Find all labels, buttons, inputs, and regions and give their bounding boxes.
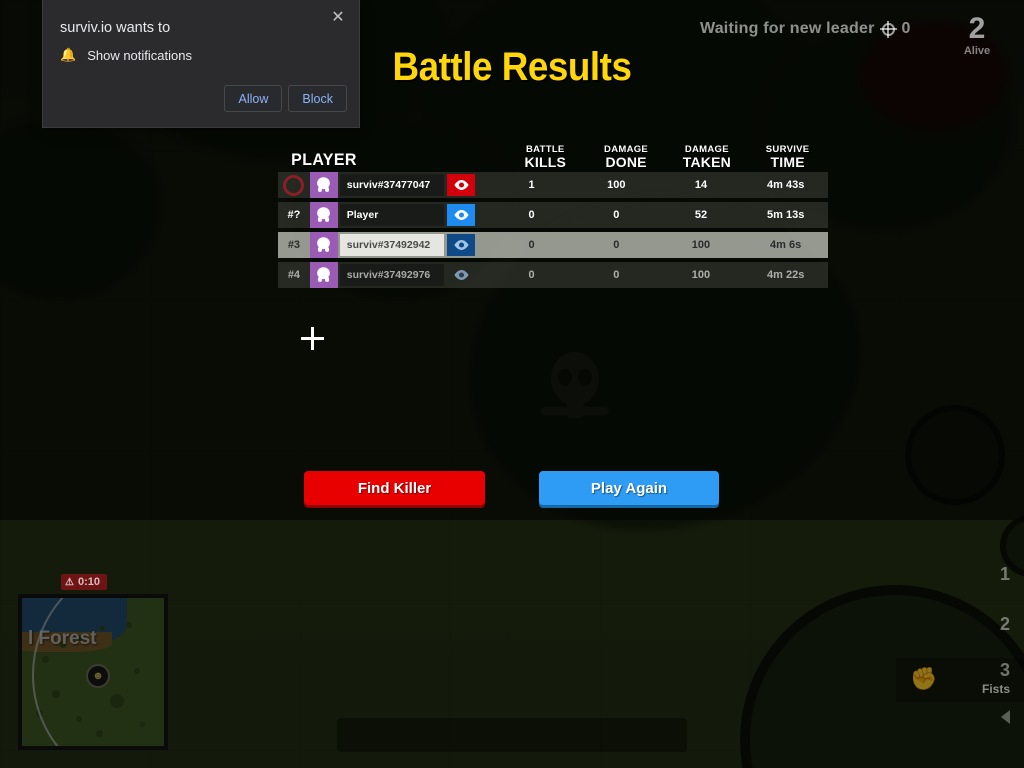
column-header-survive-time: SURVIVE TIME bbox=[765, 144, 810, 171]
allow-button[interactable]: Allow bbox=[224, 85, 283, 112]
table-header-row: PLAYER BATTLE KILLS DAMAGE DONE DAMAGE T… bbox=[278, 130, 828, 172]
find-killer-button[interactable]: Find Killer bbox=[304, 471, 485, 505]
cell-survive-time: 4m 6s bbox=[770, 239, 802, 251]
cell-damage-taken: 100 bbox=[691, 239, 711, 251]
avatar bbox=[309, 232, 338, 258]
alive-count-value: 2 bbox=[968, 12, 986, 45]
table-row: surviv#37477047 1 100 14 4m 43s bbox=[278, 172, 828, 198]
cell-damage-taken: 100 bbox=[691, 269, 711, 281]
killer-circle-icon bbox=[283, 174, 305, 196]
column-header-battle-kills: BATTLE KILLS bbox=[524, 144, 566, 171]
cell-battle-kills: 0 bbox=[528, 209, 535, 221]
player-name: surviv#37492976 bbox=[339, 264, 445, 286]
skull-avatar-icon bbox=[317, 206, 331, 222]
eye-icon bbox=[454, 210, 469, 220]
health-bar bbox=[337, 718, 687, 752]
spectate-button[interactable] bbox=[447, 204, 476, 226]
cell-damage-done: 100 bbox=[607, 179, 626, 191]
gas-timer-text: 0:10 bbox=[77, 576, 100, 588]
weapon-slot-2-number: 2 bbox=[999, 614, 1010, 634]
cell-survive-time: 5m 13s bbox=[767, 209, 805, 221]
eye-icon bbox=[454, 270, 469, 280]
spectate-button[interactable] bbox=[447, 174, 476, 196]
eye-icon bbox=[454, 240, 469, 250]
crosshair-cursor bbox=[301, 327, 324, 350]
cell-damage-done: 0 bbox=[613, 239, 620, 251]
permission-dialog-actions: Allow Block bbox=[224, 85, 347, 112]
close-icon[interactable]: ✕ bbox=[331, 9, 345, 26]
block-button[interactable]: Block bbox=[288, 85, 347, 112]
table-row: #4 surviv#37492976 0 0 100 4m 22s bbox=[278, 262, 828, 288]
permission-dialog-title: surviv.io wants to bbox=[60, 20, 171, 36]
cell-damage-done: 0 bbox=[613, 209, 620, 221]
minimap-dim-overlay bbox=[22, 598, 164, 746]
skull-avatar-icon bbox=[317, 236, 331, 252]
player-rank bbox=[278, 174, 310, 196]
player-name: surviv#37477047 bbox=[339, 174, 445, 196]
weapon-slot-3[interactable]: ✊ 3 Fists bbox=[896, 658, 1024, 702]
spectate-button[interactable] bbox=[447, 234, 476, 256]
avatar bbox=[309, 172, 338, 198]
gas-timer-badge: ⚠ 0:10 bbox=[61, 574, 107, 590]
avatar bbox=[309, 202, 338, 228]
skull-avatar-icon bbox=[317, 266, 331, 282]
weapon-slot-3-number: 3 bbox=[999, 660, 1010, 680]
minimap[interactable]: l Forest ☻ bbox=[18, 594, 168, 750]
cell-survive-time: 4m 43s bbox=[767, 179, 805, 191]
bell-icon: 🔔 bbox=[60, 47, 77, 62]
minimap-inner: l Forest ☻ bbox=[22, 598, 164, 746]
table-row: #3 surviv#37492942 0 0 100 4m 6s bbox=[278, 232, 828, 258]
column-header-damage-done: DAMAGE DONE bbox=[604, 144, 649, 171]
gas-warning-icon: ⚠ bbox=[65, 576, 74, 588]
column-header-damage-taken: DAMAGE TAKEN bbox=[682, 144, 731, 171]
weapon-slot-2[interactable]: 2 bbox=[896, 612, 1024, 656]
leader-status: Waiting for new leader 0 bbox=[700, 20, 911, 38]
cell-battle-kills: 1 bbox=[528, 179, 535, 191]
weapon-slot-3-label: Fists bbox=[981, 682, 1010, 696]
player-name: surviv#37492942 bbox=[339, 234, 445, 256]
cell-damage-taken: 52 bbox=[694, 209, 708, 221]
page-title: Battle Results bbox=[392, 45, 632, 89]
battle-results-table: PLAYER BATTLE KILLS DAMAGE DONE DAMAGE T… bbox=[278, 130, 828, 292]
weapon-slot-arrow-icon bbox=[1001, 710, 1010, 724]
play-again-button[interactable]: Play Again bbox=[539, 471, 719, 505]
column-header-player: PLAYER bbox=[291, 150, 357, 169]
player-rank: #? bbox=[287, 209, 301, 221]
permission-request-row: 🔔 Show notifications bbox=[60, 47, 192, 63]
weapon-slot-1[interactable]: 1 bbox=[896, 562, 1024, 606]
screen-dim-lower bbox=[0, 520, 1024, 768]
leader-status-text: Waiting for new leader bbox=[700, 20, 875, 37]
cell-damage-taken: 14 bbox=[694, 179, 708, 191]
alive-counter: 2 Alive bbox=[944, 12, 1010, 58]
eye-icon bbox=[454, 180, 469, 190]
cell-battle-kills: 0 bbox=[528, 269, 535, 281]
avatar bbox=[309, 262, 338, 288]
fist-icon: ✊ bbox=[910, 666, 938, 691]
table-row: #? Player 0 0 52 5m 13s bbox=[278, 202, 828, 228]
permission-label: Show notifications bbox=[87, 47, 192, 63]
player-name: Player bbox=[339, 204, 445, 226]
spectate-button[interactable] bbox=[447, 264, 475, 286]
alive-count-label: Alive bbox=[963, 45, 991, 57]
kill-leader-crosshair-icon bbox=[879, 20, 897, 38]
player-rank: #3 bbox=[287, 239, 301, 251]
notification-permission-dialog: surviv.io wants to ✕ 🔔 Show notification… bbox=[42, 0, 360, 128]
cell-damage-done: 0 bbox=[613, 269, 620, 281]
cell-battle-kills: 0 bbox=[528, 239, 535, 251]
cell-survive-time: 4m 22s bbox=[767, 269, 805, 281]
weapon-slot-1-number: 1 bbox=[999, 564, 1010, 584]
leader-kill-count: 0 bbox=[901, 20, 911, 37]
player-rank: #4 bbox=[287, 269, 301, 281]
skull-avatar-icon bbox=[317, 176, 331, 192]
